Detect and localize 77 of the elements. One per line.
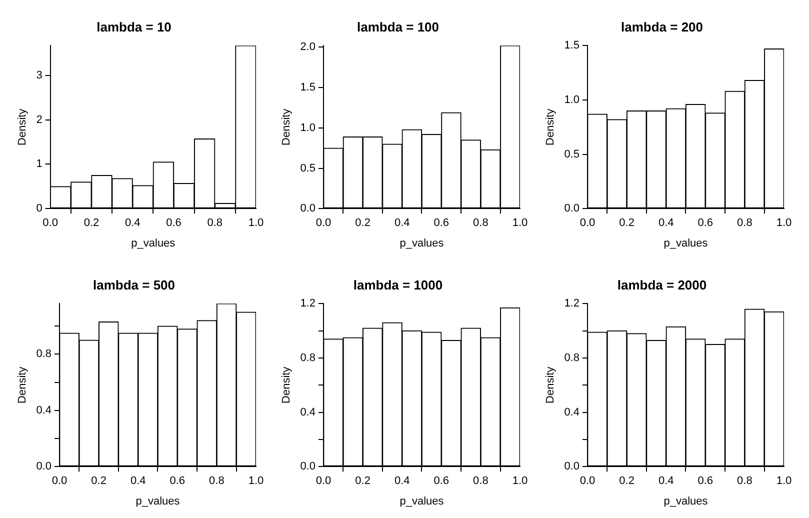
y-axis-title: Density bbox=[16, 366, 29, 404]
y-tick-label: 1.2 bbox=[564, 298, 580, 310]
x-tick-label: 1.0 bbox=[512, 475, 528, 488]
x-tick-label: 1.0 bbox=[776, 217, 792, 230]
y-axis-title: Density bbox=[544, 108, 557, 146]
y-tick-label: 0.0 bbox=[564, 460, 580, 473]
x-tick-label: 0.0 bbox=[580, 217, 596, 230]
x-tick-label: 0.4 bbox=[130, 475, 146, 488]
x-tick-label: 1.0 bbox=[512, 217, 528, 230]
x-axis-title: p_values bbox=[136, 495, 180, 508]
x-tick-label: 0.8 bbox=[737, 217, 752, 230]
x-tick-label: 0.2 bbox=[619, 217, 634, 230]
y-tick-label: 1 bbox=[36, 158, 42, 170]
x-tick-label: 0.6 bbox=[170, 475, 186, 488]
y-axis-title: Density bbox=[280, 366, 293, 404]
y-tick-label: 3 bbox=[36, 69, 42, 82]
y-tick-label: 1.0 bbox=[564, 94, 580, 106]
chart-title: lambda = 10 bbox=[96, 19, 172, 34]
x-tick-label: 0.4 bbox=[394, 475, 410, 488]
x-axis-title: p_values bbox=[400, 495, 444, 508]
chart-title: lambda = 200 bbox=[620, 19, 704, 34]
y-tick-label: 0 bbox=[36, 202, 42, 215]
x-tick-label: 1.0 bbox=[776, 475, 792, 488]
y-tick-label: 2.0 bbox=[300, 41, 316, 54]
x-tick-label: 0.2 bbox=[91, 475, 106, 488]
y-tick-label: 1.5 bbox=[564, 40, 580, 52]
y-tick-label: 0.0 bbox=[564, 202, 580, 215]
y-tick-label: 0.8 bbox=[300, 352, 316, 364]
x-axis-title: p_values bbox=[664, 495, 708, 508]
x-tick-label: 0.0 bbox=[52, 475, 68, 488]
x-tick-label: 0.4 bbox=[658, 475, 674, 488]
x-tick-label: 0.4 bbox=[124, 217, 140, 230]
x-tick-label: 0.4 bbox=[394, 217, 410, 230]
x-tick-label: 0.6 bbox=[166, 217, 182, 230]
x-tick-label: 0.8 bbox=[473, 475, 488, 488]
y-tick-label: 0.4 bbox=[564, 406, 580, 418]
x-tick-label: 0.6 bbox=[434, 475, 450, 488]
x-tick-label: 0.2 bbox=[619, 475, 634, 488]
x-tick-label: 0.2 bbox=[84, 217, 100, 230]
x-tick-label: 1.0 bbox=[248, 475, 264, 488]
x-tick-label: 0.6 bbox=[434, 217, 450, 230]
y-axis-title: Density bbox=[16, 108, 29, 146]
y-tick-label: 0.8 bbox=[564, 352, 580, 364]
x-tick-label: 0.4 bbox=[658, 217, 674, 230]
y-tick-label: 0.0 bbox=[300, 460, 316, 473]
y-tick-label: 0.4 bbox=[36, 404, 52, 416]
x-tick-label: 0.8 bbox=[209, 475, 224, 488]
y-tick-label: 0.5 bbox=[564, 148, 580, 160]
x-axis-title: p_values bbox=[131, 237, 176, 250]
x-tick-label: 0.0 bbox=[316, 475, 332, 488]
x-tick-label: 0.6 bbox=[698, 217, 714, 230]
chart-title: lambda = 1000 bbox=[353, 277, 443, 292]
y-axis-title: Density bbox=[544, 366, 557, 404]
y-tick-label: 2 bbox=[36, 114, 42, 126]
x-tick-label: 0.8 bbox=[473, 217, 488, 230]
y-tick-label: 1.0 bbox=[300, 122, 316, 134]
x-tick-label: 0.2 bbox=[355, 217, 370, 230]
y-tick-label: 0.0 bbox=[36, 460, 52, 473]
chart-title: lambda = 500 bbox=[92, 277, 176, 292]
y-axis-title: Density bbox=[280, 108, 293, 146]
x-tick-label: 0.0 bbox=[580, 475, 596, 488]
y-tick-label: 1.5 bbox=[300, 82, 316, 94]
x-tick-label: 0.2 bbox=[355, 475, 370, 488]
y-tick-label: 0.0 bbox=[300, 202, 316, 215]
x-axis-title: p_values bbox=[664, 237, 708, 250]
x-tick-label: 0.8 bbox=[737, 475, 752, 488]
y-tick-label: 1.2 bbox=[300, 298, 316, 310]
x-tick-label: 0.6 bbox=[698, 475, 714, 488]
chart-title: lambda = 2000 bbox=[617, 277, 707, 292]
x-tick-label: 0.0 bbox=[316, 217, 332, 230]
y-tick-label: 0.5 bbox=[300, 162, 316, 174]
x-tick-label: 0.8 bbox=[207, 217, 223, 230]
y-tick-label: 0.4 bbox=[300, 406, 316, 418]
chart-title: lambda = 100 bbox=[356, 19, 440, 34]
y-tick-label: 0.8 bbox=[36, 348, 52, 360]
x-axis-title: p_values bbox=[400, 237, 444, 250]
x-tick-label: 1.0 bbox=[248, 217, 264, 230]
